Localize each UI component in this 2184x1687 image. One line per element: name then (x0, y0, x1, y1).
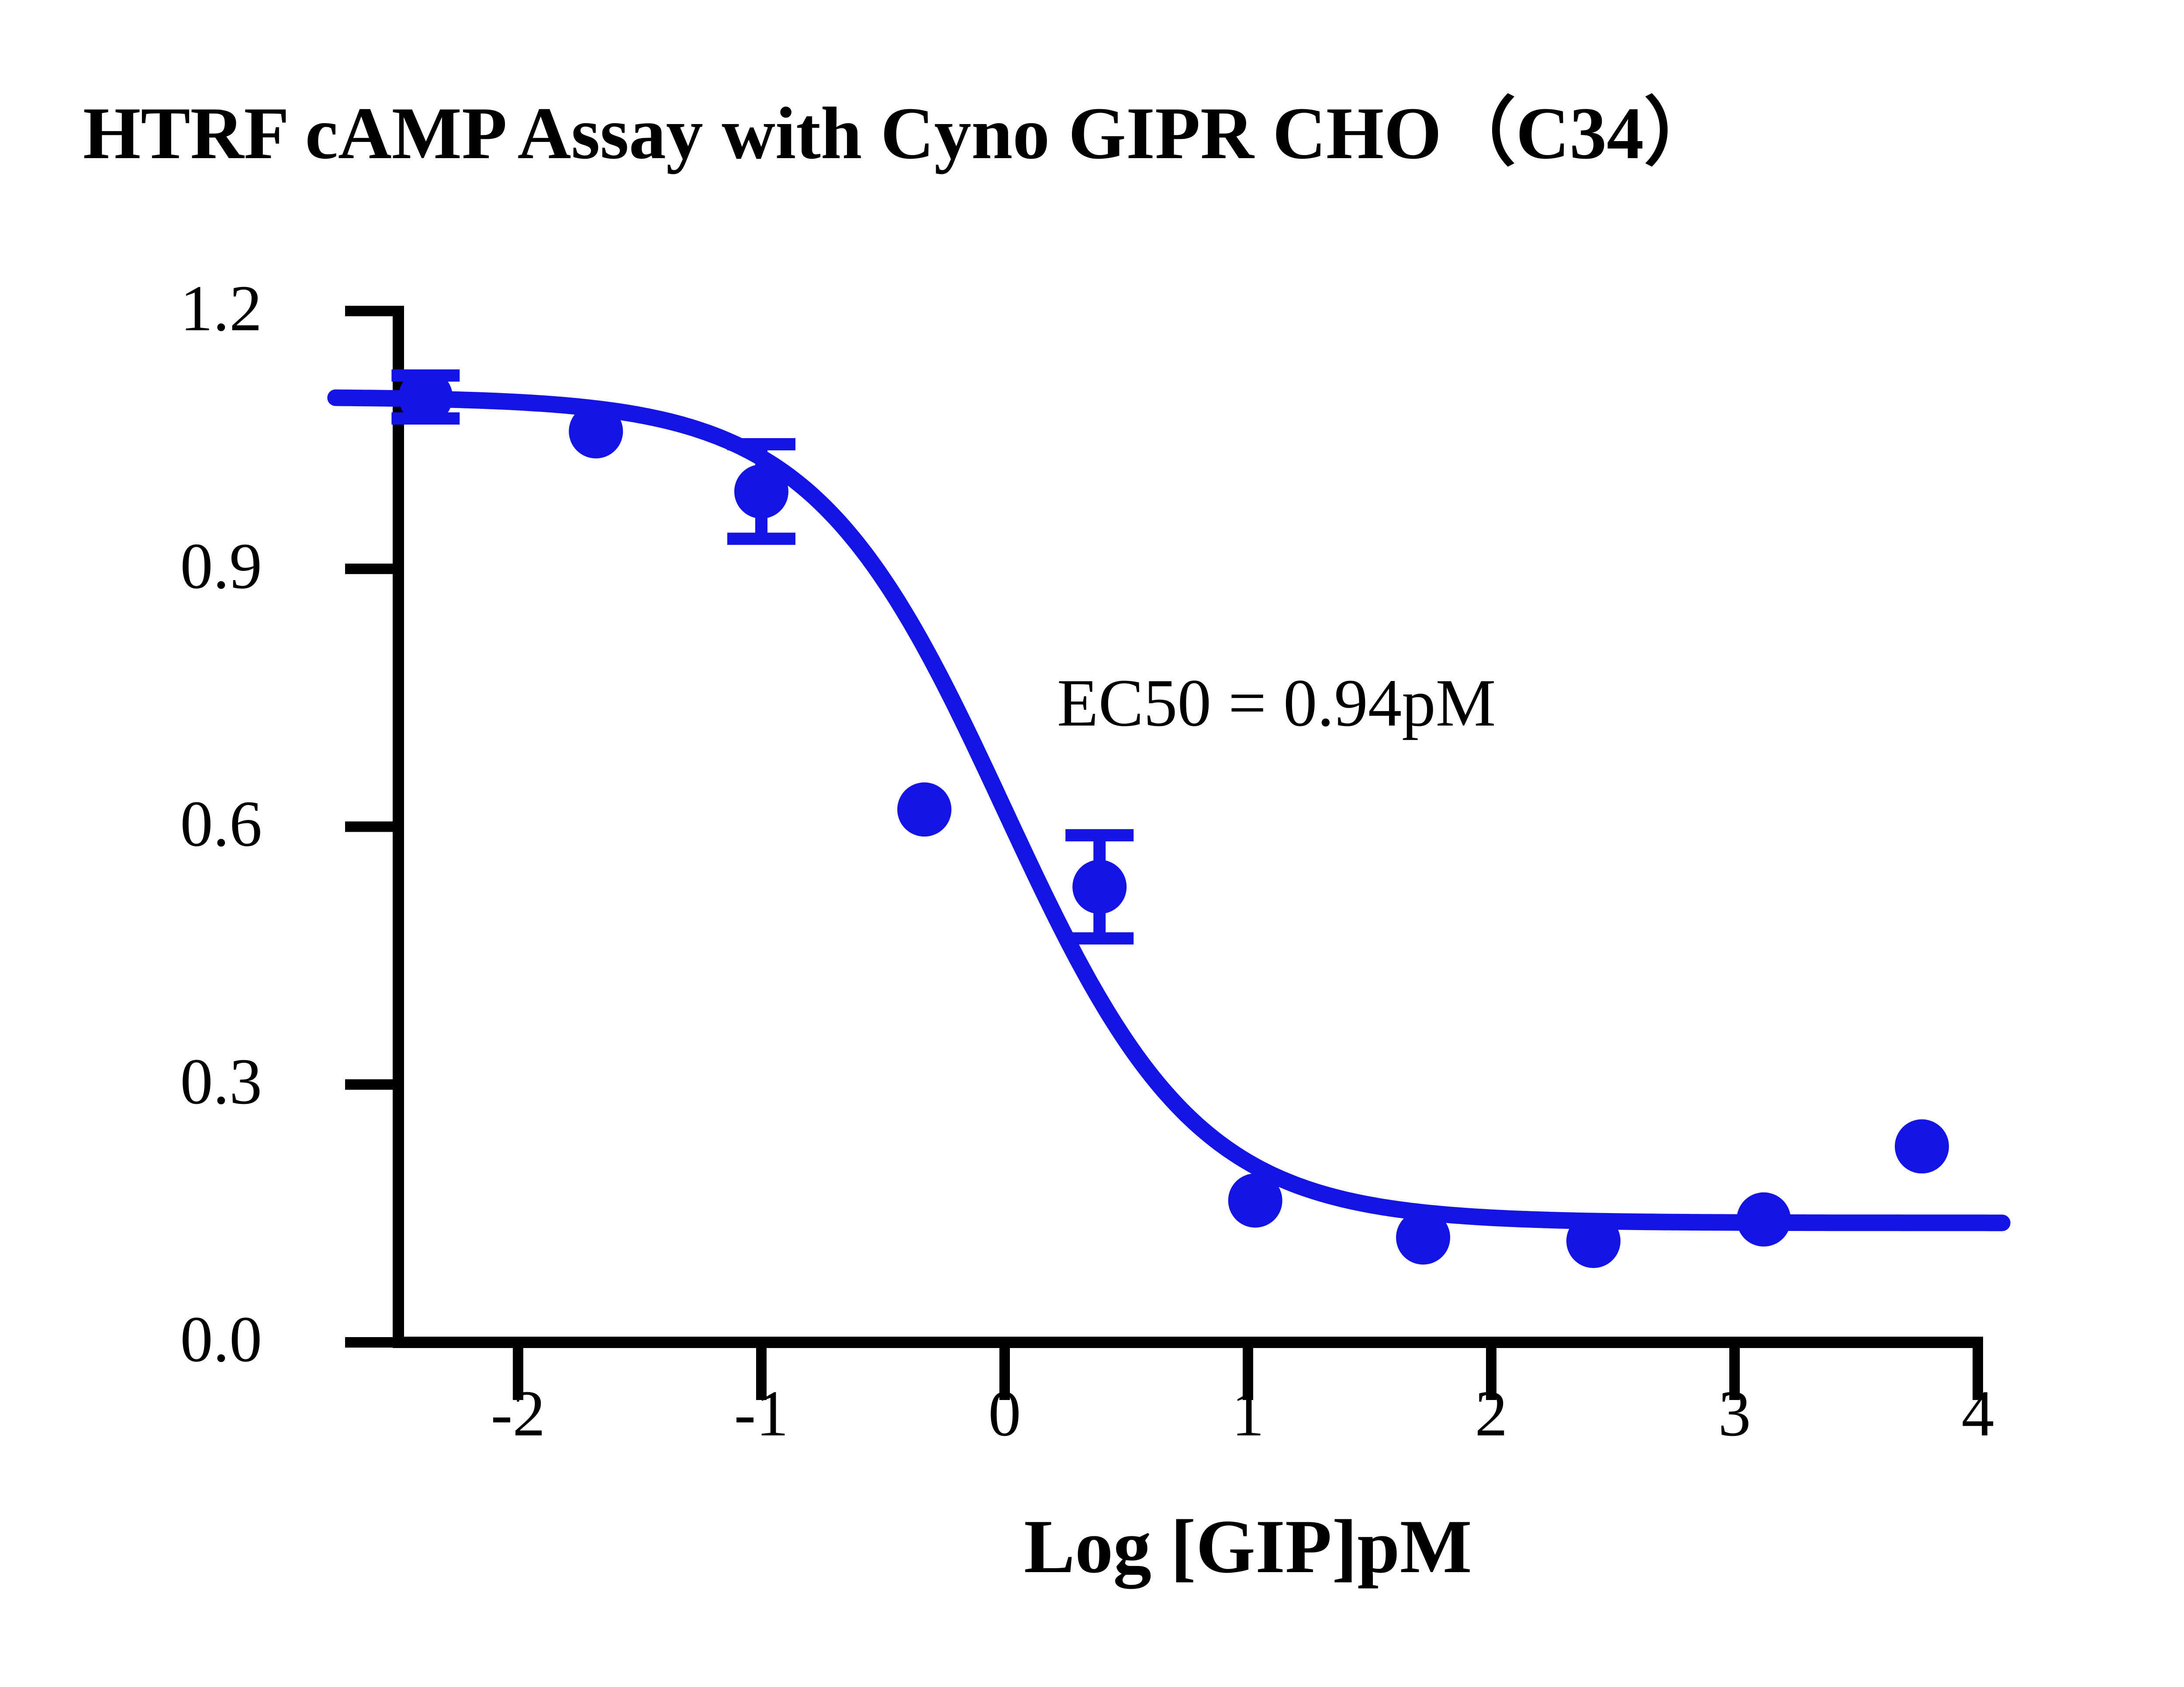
ec50-annotation: EC50 = 0.94pM (1057, 665, 1496, 740)
data-point (1566, 1213, 1621, 1268)
data-point (1396, 1210, 1451, 1265)
y-tick-label-0.0: 0.0 (180, 1303, 263, 1376)
data-points (398, 370, 1949, 1268)
y-tick-label-0.6: 0.6 (180, 788, 263, 860)
y-tick-label-0.9: 0.9 (180, 530, 263, 602)
x-tick-marks (513, 1342, 1983, 1400)
fit-curve (327, 389, 2011, 1231)
data-point (1894, 1119, 1949, 1174)
x-axis-title: Log [GIP]pM (1024, 1504, 1472, 1589)
y-tick-label-0.3: 0.3 (180, 1045, 263, 1118)
y-tick-marks (345, 306, 398, 1348)
data-point (897, 782, 952, 837)
data-point (734, 464, 788, 519)
data-point (1072, 860, 1127, 914)
y-tick-label-1.2: 1.2 (180, 272, 263, 345)
page-title: HTRF cAMP Assay with Cyno GIPR CHO（C34） (83, 92, 1718, 174)
data-point (1736, 1192, 1791, 1247)
data-point (569, 404, 623, 459)
data-point (398, 370, 453, 424)
data-point (1228, 1173, 1282, 1228)
